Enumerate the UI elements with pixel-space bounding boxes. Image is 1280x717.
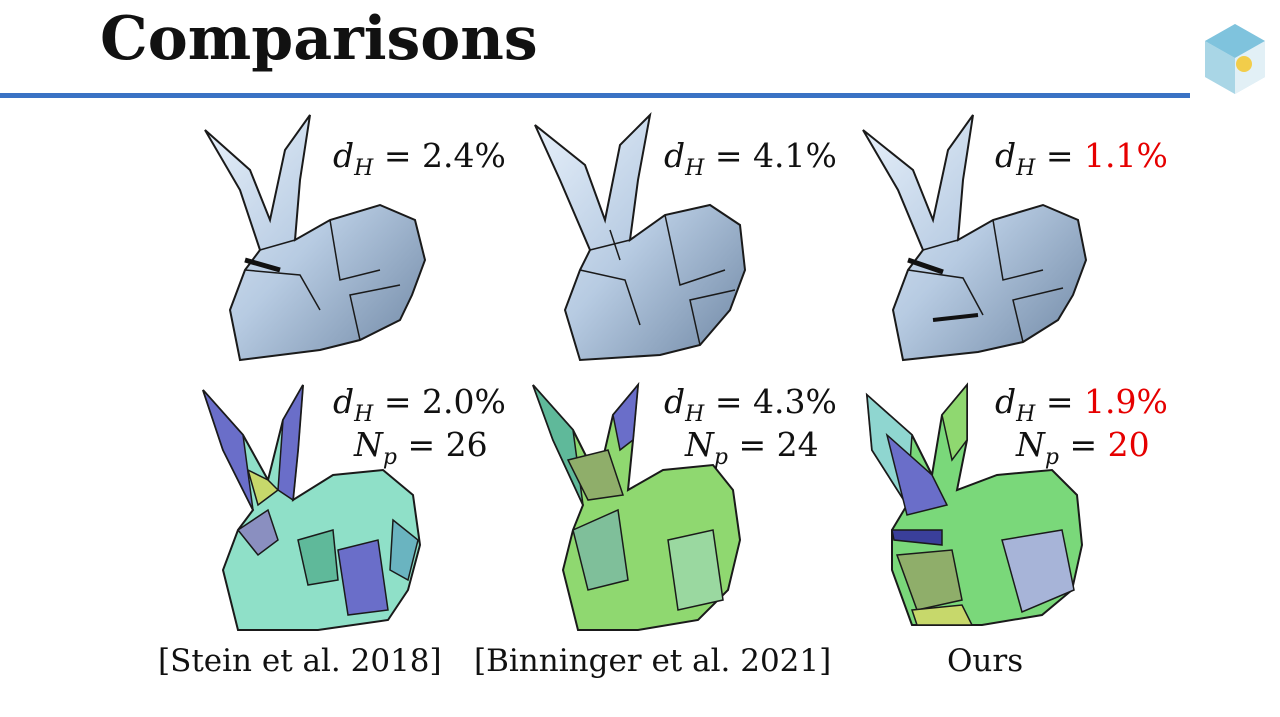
dh-value: 2.0% <box>421 382 506 421</box>
dh-value: 4.3% <box>752 382 837 421</box>
dh-value: 2.4% <box>421 136 506 175</box>
caption-stein: [Stein et al. 2018] <box>158 643 442 679</box>
bunny-render-stein <box>204 114 427 362</box>
slide-title: Comparisons <box>100 4 538 74</box>
title-rule <box>0 93 1190 98</box>
bunny-render-ours <box>862 114 1088 362</box>
dh-label-binninger: dH = 4.1% <box>664 136 837 181</box>
dh-label-binninger-patches: dH = 4.3% <box>664 382 837 427</box>
np-label-stein: Np = 26 <box>354 425 488 470</box>
dh-label-stein: dH = 2.4% <box>333 136 506 181</box>
dh-label-stein-patches: dH = 2.0% <box>333 382 506 427</box>
caption-ours: Ours <box>947 643 1024 679</box>
dh-label-ours: dH = 1.1% <box>995 136 1168 181</box>
np-value: 20 <box>1107 425 1150 464</box>
np-label-binninger: Np = 24 <box>685 425 819 470</box>
np-value: 26 <box>445 425 488 464</box>
dh-label-ours-patches: dH = 1.9% <box>995 382 1168 427</box>
bunny-patches-stein <box>202 384 422 631</box>
bunny-render-binninger <box>534 112 747 362</box>
dh-value: 4.1% <box>752 136 837 175</box>
np-label-ours: Np = 20 <box>1016 425 1150 470</box>
cube-logo-icon <box>1205 24 1265 94</box>
dh-value: 1.9% <box>1083 382 1168 421</box>
bunny-patches-binninger <box>532 381 742 631</box>
caption-binninger: [Binninger et al. 2021] <box>474 643 832 679</box>
dh-value: 1.1% <box>1083 136 1168 175</box>
bunny-patches-ours <box>865 382 1084 626</box>
np-value: 24 <box>776 425 819 464</box>
